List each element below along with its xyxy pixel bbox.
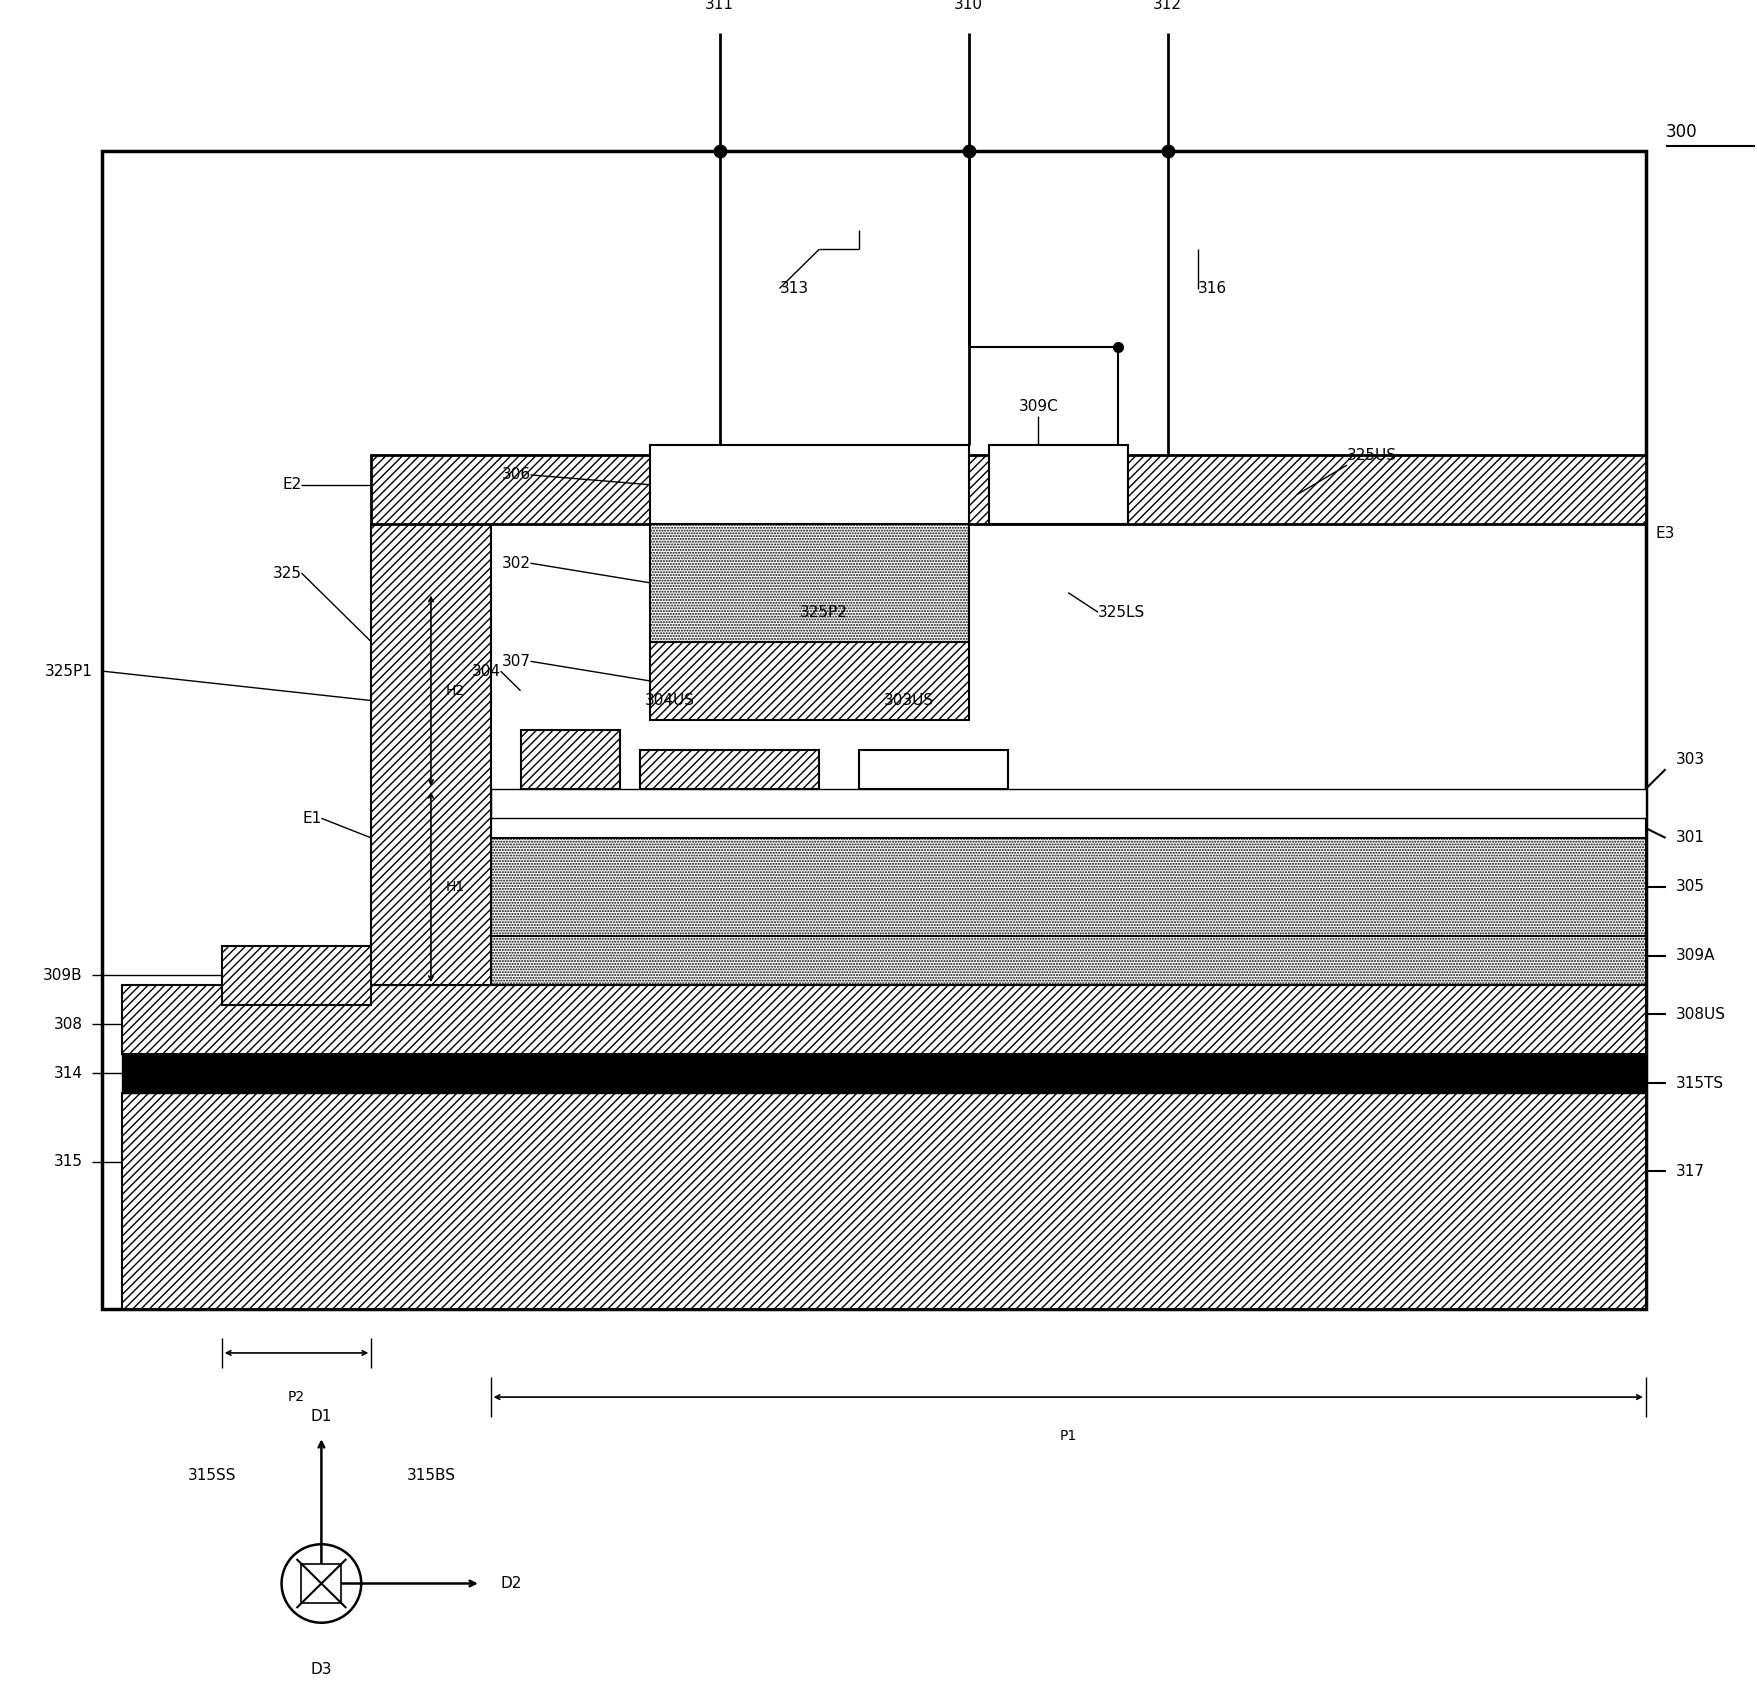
Text: 325P1: 325P1: [44, 663, 93, 678]
Bar: [123, 1092, 1645, 1309]
Bar: [102, 152, 1645, 1309]
Text: 310: 310: [954, 0, 982, 12]
Text: 325LS: 325LS: [1098, 605, 1144, 620]
Text: 314: 314: [53, 1065, 83, 1080]
Bar: [987, 445, 1128, 523]
Text: 311: 311: [705, 0, 734, 12]
Bar: [300, 1564, 341, 1603]
Text: E2: E2: [283, 477, 300, 492]
Bar: [650, 445, 968, 523]
Text: 305: 305: [1674, 879, 1704, 895]
Bar: [490, 935, 1645, 985]
Text: 301: 301: [1674, 830, 1704, 845]
Text: 302: 302: [501, 556, 531, 571]
Text: 303: 303: [1674, 751, 1704, 767]
Bar: [221, 946, 371, 1005]
Bar: [640, 750, 819, 789]
Text: 325P2: 325P2: [799, 605, 847, 620]
Text: P1: P1: [1059, 1430, 1077, 1443]
Bar: [520, 729, 620, 789]
Bar: [371, 455, 1645, 523]
Text: H1: H1: [446, 879, 466, 895]
Text: 303US: 303US: [884, 694, 933, 709]
Text: 316: 316: [1197, 281, 1226, 296]
Text: 313: 313: [778, 281, 808, 296]
Text: 308: 308: [53, 1017, 83, 1033]
Text: E3: E3: [1655, 527, 1674, 542]
Text: 325: 325: [272, 566, 300, 581]
Text: 309A: 309A: [1674, 947, 1715, 963]
Bar: [490, 789, 1645, 818]
Text: 315BS: 315BS: [406, 1469, 455, 1482]
Text: D1: D1: [311, 1409, 332, 1425]
Text: 300: 300: [1664, 123, 1696, 140]
Text: 307: 307: [501, 654, 531, 668]
Text: 309B: 309B: [42, 968, 83, 983]
Bar: [371, 523, 490, 985]
Text: D3: D3: [311, 1661, 332, 1677]
Bar: [650, 642, 968, 721]
Bar: [490, 838, 1645, 935]
Text: 315SS: 315SS: [188, 1469, 235, 1482]
Text: D2: D2: [501, 1576, 522, 1592]
Bar: [490, 818, 1645, 838]
Text: 315TS: 315TS: [1674, 1075, 1722, 1091]
Bar: [859, 750, 1009, 789]
Text: 325US: 325US: [1346, 448, 1397, 463]
Text: 306: 306: [501, 467, 531, 482]
Bar: [650, 523, 968, 642]
Text: H2: H2: [446, 683, 466, 697]
Text: 317: 317: [1674, 1164, 1704, 1179]
Text: 315: 315: [53, 1154, 83, 1169]
Text: P2: P2: [288, 1390, 306, 1404]
Bar: [123, 1053, 1645, 1092]
Bar: [838, 523, 889, 603]
Bar: [123, 985, 1645, 1053]
Text: 304US: 304US: [645, 694, 694, 709]
Text: 312: 312: [1153, 0, 1182, 12]
Text: 304: 304: [471, 663, 501, 678]
Text: 308US: 308US: [1674, 1007, 1725, 1022]
Text: 309C: 309C: [1017, 399, 1058, 414]
Text: E1: E1: [302, 811, 322, 826]
